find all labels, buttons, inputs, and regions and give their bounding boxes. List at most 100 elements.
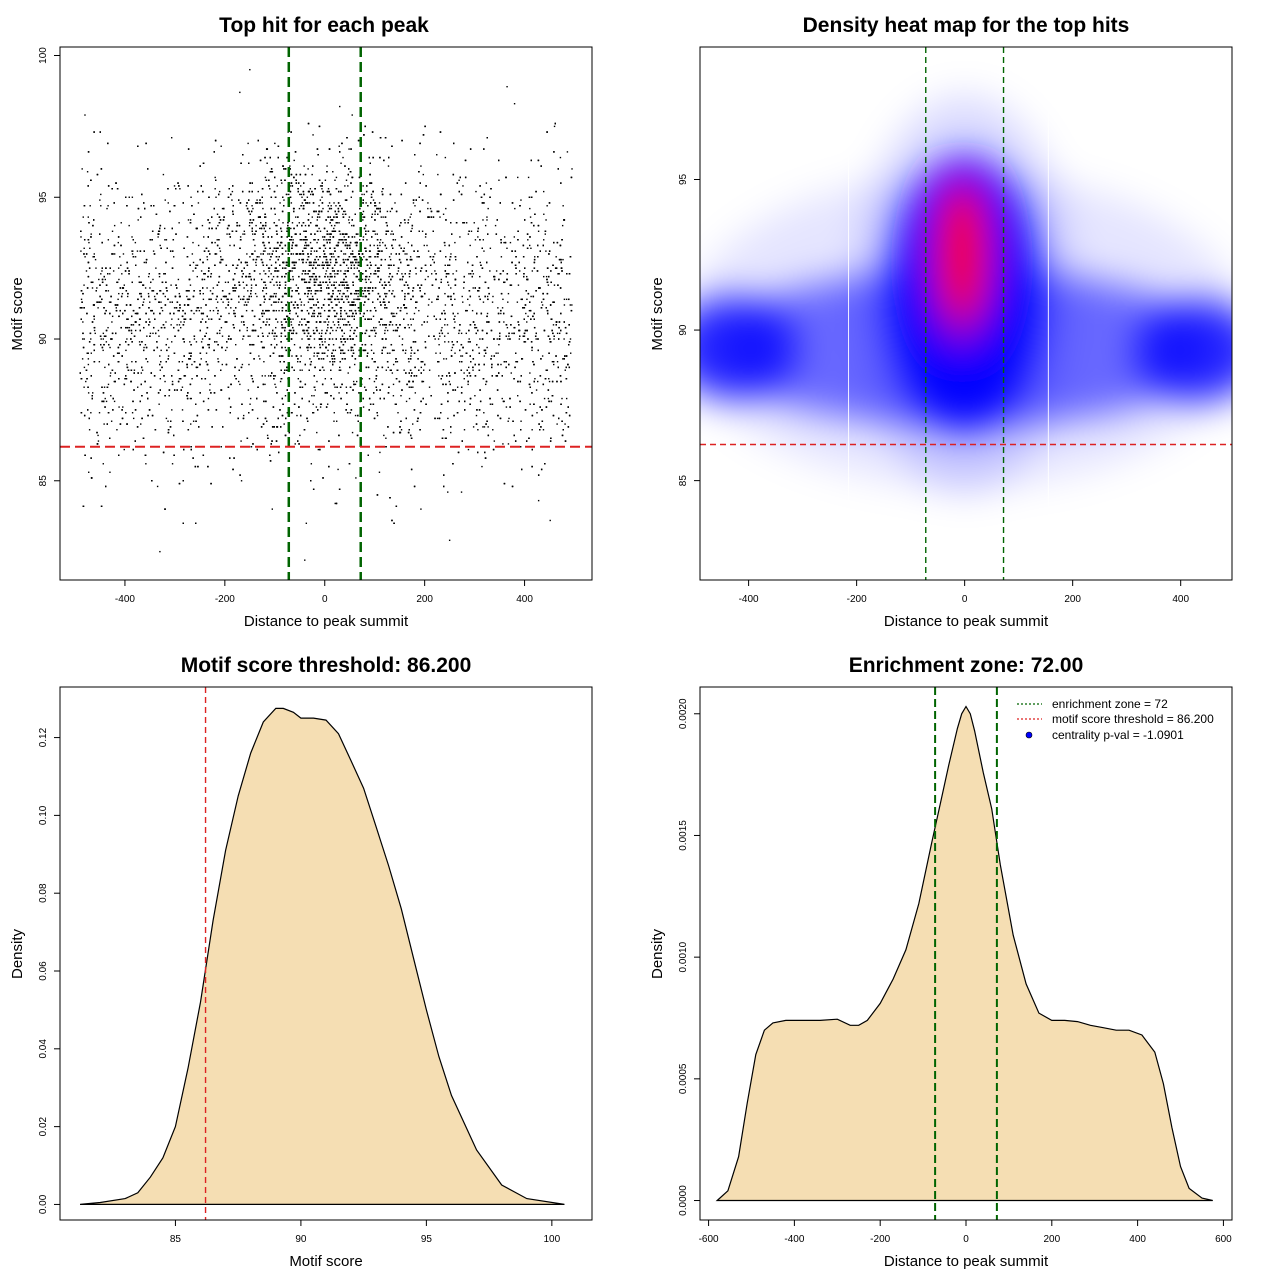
scatter-point bbox=[455, 258, 457, 261]
scatter-point bbox=[269, 227, 271, 230]
scatter-point bbox=[547, 397, 550, 400]
scatter-point bbox=[379, 244, 381, 247]
scatter-point bbox=[83, 247, 85, 249]
scatter-point bbox=[422, 369, 425, 371]
scatter-point bbox=[326, 355, 329, 357]
scatter-point bbox=[371, 329, 373, 332]
scatter-point bbox=[436, 154, 438, 156]
scatter-point bbox=[334, 273, 336, 275]
scatter-point bbox=[349, 329, 352, 332]
scatter-point bbox=[571, 304, 573, 306]
scatter-point bbox=[262, 250, 265, 252]
scatter-point bbox=[330, 205, 332, 207]
scatter-point bbox=[316, 380, 318, 383]
scatter-point bbox=[176, 324, 178, 326]
scatter-point bbox=[220, 326, 223, 329]
scatter-point bbox=[438, 332, 441, 335]
scatter-point bbox=[534, 378, 536, 380]
scatter-point bbox=[128, 224, 130, 227]
scatter-point bbox=[208, 318, 210, 320]
scatter-point bbox=[332, 343, 335, 346]
scatter-point bbox=[386, 292, 388, 295]
scatter-point bbox=[340, 162, 342, 164]
scatter-point bbox=[275, 386, 277, 388]
scatter-point bbox=[333, 227, 335, 230]
scatter-point bbox=[221, 207, 224, 210]
scatter-point bbox=[280, 335, 282, 337]
scatter-point bbox=[280, 321, 283, 323]
scatter-point bbox=[107, 205, 109, 207]
scatter-point bbox=[518, 270, 521, 272]
scatter-point bbox=[391, 230, 393, 232]
scatter-point bbox=[365, 281, 367, 284]
scatter-point bbox=[317, 448, 320, 451]
scatter-point bbox=[444, 264, 446, 267]
scatter-point bbox=[420, 508, 422, 510]
scatter-point bbox=[290, 329, 292, 332]
scatter-point bbox=[267, 335, 269, 337]
scatter-point bbox=[202, 292, 204, 295]
scatter-point bbox=[307, 301, 310, 303]
scatter-point bbox=[167, 420, 169, 422]
scatter-point bbox=[111, 315, 114, 318]
scatter-point bbox=[451, 346, 454, 349]
scatter-point bbox=[330, 224, 333, 227]
scatter-point bbox=[276, 185, 278, 187]
scatter-point bbox=[170, 284, 172, 286]
scatter-point bbox=[427, 304, 430, 306]
scatter-point bbox=[427, 275, 429, 278]
scatter-point bbox=[363, 193, 365, 196]
scatter-point bbox=[364, 332, 366, 335]
scatter-point bbox=[276, 321, 279, 323]
scatter-point bbox=[159, 369, 161, 371]
scatter-point bbox=[125, 349, 127, 352]
scatter-point bbox=[159, 244, 161, 247]
scatter-point bbox=[563, 338, 565, 340]
scatter-point bbox=[214, 188, 216, 190]
scatter-point bbox=[406, 312, 408, 315]
scatter-point bbox=[461, 295, 463, 298]
scatter-point bbox=[259, 227, 261, 230]
scatter-point bbox=[375, 369, 378, 371]
scatter-point bbox=[545, 275, 548, 278]
scatter-point bbox=[544, 233, 546, 235]
scatter-point bbox=[311, 295, 314, 298]
scatter-point bbox=[398, 335, 401, 337]
scatter-point bbox=[327, 205, 329, 207]
scatter-point bbox=[333, 256, 335, 258]
scatter-point bbox=[342, 213, 344, 215]
scatter-point bbox=[158, 335, 160, 337]
scatter-point bbox=[310, 193, 312, 196]
scatter-point bbox=[248, 224, 251, 227]
scatter-point bbox=[299, 193, 301, 196]
scatter-point bbox=[434, 253, 436, 255]
scatter-point bbox=[562, 205, 564, 207]
scatter-point bbox=[351, 346, 354, 349]
scatter-point bbox=[345, 264, 348, 267]
scatter-point bbox=[489, 270, 491, 272]
scatter-point bbox=[242, 414, 245, 417]
scatter-point bbox=[363, 386, 366, 388]
scatter-point bbox=[475, 190, 477, 193]
scatter-point bbox=[444, 341, 446, 343]
scatter-point bbox=[492, 429, 494, 431]
scatter-point bbox=[284, 346, 286, 349]
scatter-point bbox=[474, 239, 477, 241]
scatter-point bbox=[368, 290, 370, 292]
scatter-point bbox=[277, 301, 280, 303]
scatter-point bbox=[239, 236, 242, 238]
scatter-point bbox=[209, 389, 211, 391]
scatter-point bbox=[274, 267, 276, 269]
scatter-point bbox=[303, 304, 305, 306]
scatter-point bbox=[362, 236, 365, 238]
scatter-point bbox=[147, 275, 150, 278]
scatter-point bbox=[264, 281, 266, 284]
scatter-point bbox=[410, 324, 412, 326]
scatter-point bbox=[358, 392, 360, 394]
scatter-point bbox=[471, 309, 474, 312]
scatter-point bbox=[324, 378, 327, 380]
scatter-point bbox=[409, 256, 412, 258]
scatter-point bbox=[118, 278, 120, 281]
scatter-point bbox=[157, 236, 159, 238]
scatter-point bbox=[308, 202, 311, 204]
